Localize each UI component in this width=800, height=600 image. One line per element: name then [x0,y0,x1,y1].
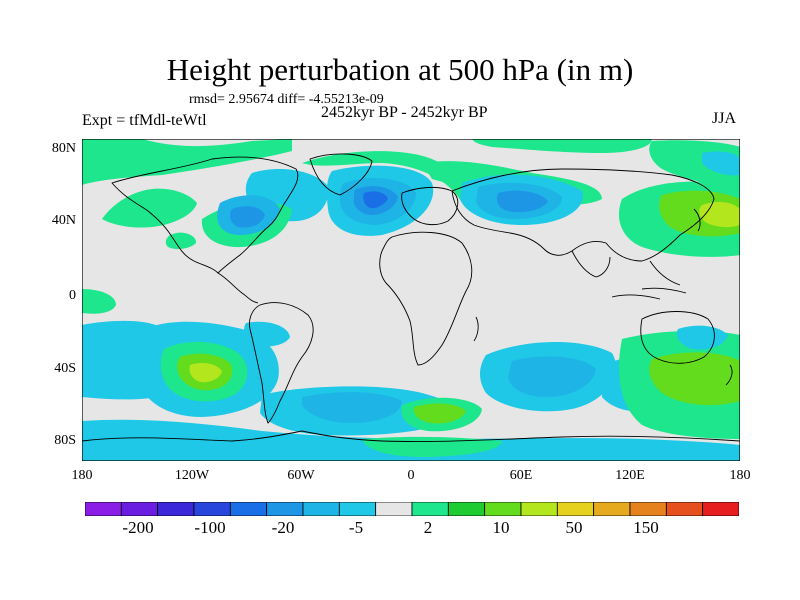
colorbar-cell [338,502,377,516]
map-plot [82,139,740,461]
xtick-180-west: 180 [71,468,93,483]
colorbar-label: -100 [194,518,226,537]
colorbar-label: -5 [348,518,364,537]
xtick-180-east: 180 [729,468,751,483]
colorbar-cell [556,502,595,516]
colorbar-cell [266,502,304,516]
xtick-60w: 60W [287,468,315,483]
season-label: JJA [712,110,737,127]
colorbar-cell [447,502,486,516]
colorbar-label: -200 [122,518,154,537]
ytick-40n: 40N [51,213,76,228]
colorbar-label: 150 [633,518,659,537]
xtick-120e: 120E [615,468,645,483]
colorbar-cell [193,502,231,516]
colorbar-label: 2 [423,518,433,537]
period-label: 2452kyr BP - 2452kyr BP [321,104,488,121]
colorbar-cell [120,502,159,516]
colorbar-cell [302,502,340,516]
colorbar [85,502,739,516]
colorbar-cell [85,502,122,516]
ytick-0: 0 [69,288,76,303]
experiment-label: Expt = tfMdl-teWtl [82,112,207,129]
ytick-80s: 80S [54,433,76,448]
stats-label: rmsd= 2.95674 diff= -4.55213e-09 [189,92,384,107]
colorbar-cell [665,502,704,516]
map-title: Height perturbation at 500 hPa (in m) [166,52,634,87]
colorbar-label: 10 [492,518,510,537]
xtick-0: 0 [407,468,415,483]
xtick-120w: 120W [174,468,210,483]
colorbar-cell [411,502,449,516]
coastlines [82,153,740,442]
colorbar-cell [520,502,558,516]
colorbar-cell [702,502,739,516]
ytick-40s: 40S [54,361,76,376]
colorbar-cell [593,502,631,516]
colorbar-label: -20 [271,518,295,537]
colorbar-cell [229,502,268,516]
colorbar-cell [375,502,413,516]
colorbar-cell [629,502,667,516]
xtick-60e: 60E [509,468,533,483]
colorbar-cell [484,502,522,516]
colorbar-label: 50 [565,518,583,537]
colorbar-cell [157,502,195,516]
ytick-80n: 80N [51,141,76,156]
height-contours [82,139,740,461]
